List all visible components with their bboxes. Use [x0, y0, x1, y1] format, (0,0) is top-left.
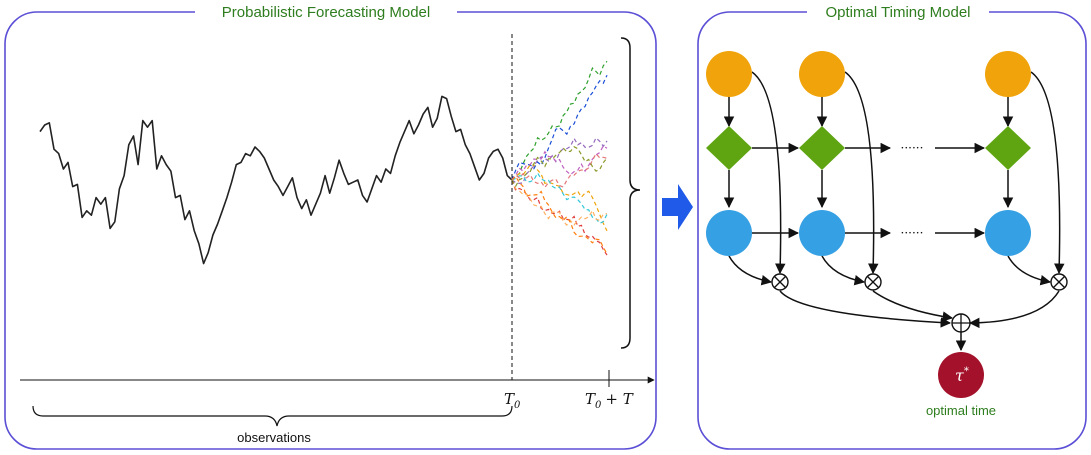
edge-b2-x2	[821, 255, 866, 286]
orange-node-1	[706, 51, 752, 97]
observed-series-line	[39, 95, 513, 265]
orange-node-2	[799, 51, 845, 97]
edge-b1-x1	[728, 255, 773, 286]
orange-node-3	[985, 51, 1031, 97]
edge-o1-x1	[751, 71, 786, 275]
multiply-node-1	[771, 273, 789, 291]
forecast-path-1	[511, 60, 608, 181]
blue-chain-ellipsis: ······	[901, 226, 924, 240]
forecast-path-10	[511, 146, 608, 188]
observations-label: observations	[237, 430, 311, 445]
probabilistic-forecasting-panel: Probabilistic Forecasting Model T0 T0 + T…	[4, 2, 657, 450]
green-diamond-node-1	[706, 126, 752, 170]
edge-b3-x3	[1007, 255, 1052, 286]
graph-edges	[723, 71, 1065, 352]
multiply-node-2	[864, 273, 882, 291]
edge-x2-sum	[872, 290, 954, 322]
right-title-backdrop	[807, 2, 989, 22]
left-panel-title: Probabilistic Forecasting Model	[222, 4, 430, 21]
blue-node-2	[799, 210, 845, 256]
observations-brace	[32, 405, 513, 427]
diamond-chain-ellipsis: ······	[901, 141, 924, 155]
forecast-path-5	[511, 74, 608, 181]
forecast-paths	[511, 60, 608, 256]
t0-label: T0	[504, 390, 521, 411]
optimal-time-label: optimal time	[926, 403, 996, 418]
left-panel-border	[4, 11, 657, 450]
right-panel-title: Optimal Timing Model	[825, 4, 970, 21]
blue-node-3	[985, 210, 1031, 256]
green-diamond-node-2	[799, 126, 845, 170]
blue-node-1	[706, 210, 752, 256]
horizon-label: T0 + T	[585, 390, 634, 411]
forecast-path-7	[511, 171, 608, 225]
edge-o2-x2	[844, 71, 879, 275]
edge-o3-x3	[1030, 71, 1065, 275]
forecast-bracket	[620, 37, 641, 349]
sum-node	[951, 313, 971, 333]
green-diamond-node-3	[985, 126, 1031, 170]
optimal-timing-panel: Optimal Timing Model	[697, 2, 1087, 450]
forecast-path-11	[511, 175, 608, 255]
forecast-path-4	[511, 137, 608, 185]
forecast-path-2	[511, 179, 608, 256]
edge-x1-sum	[779, 290, 952, 328]
multiply-node-3	[1050, 273, 1068, 291]
left-title-backdrop	[195, 2, 457, 22]
forecast-path-9	[511, 152, 608, 189]
forecast-path-6	[511, 145, 608, 181]
optimal-time-node	[938, 352, 984, 398]
edge-x3-sum	[968, 290, 1060, 329]
tau-symbol: τ*	[955, 366, 969, 385]
transition-arrow	[662, 184, 693, 230]
